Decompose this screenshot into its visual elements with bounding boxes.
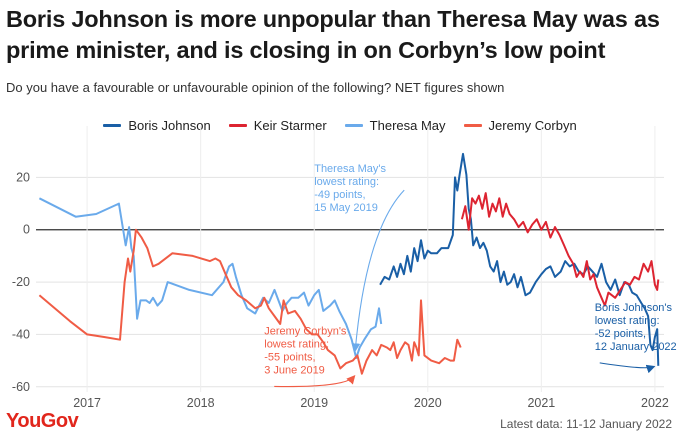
annotation-may-line: lowest rating: — [314, 176, 379, 188]
annotation-boris-line: -52 points, — [595, 328, 646, 340]
y-tick-label: 20 — [16, 170, 30, 184]
annotation-arrow-corbyn — [274, 375, 356, 388]
legend: Boris Johnson Keir Starmer Theresa May J… — [0, 118, 680, 133]
annotation-corbyn-line: -55 points, — [264, 351, 315, 363]
chart-title: Boris Johnson is more unpopular than The… — [6, 6, 660, 63]
series-lines — [38, 152, 660, 375]
annotation-may-line: 15 May 2019 — [314, 202, 378, 214]
legend-label-may: Theresa May — [369, 118, 446, 133]
annotation-boris-line: 12 January 2022 — [595, 341, 677, 353]
annotation-arrow-may — [351, 189, 405, 353]
legend-item-corbyn: Jeremy Corbyn — [463, 118, 577, 133]
series-line-may — [38, 197, 383, 359]
series-line-starmer — [460, 192, 660, 307]
legend-swatch-boris — [103, 124, 122, 127]
annotation-boris-line: Boris Johnson's — [595, 302, 673, 314]
y-tick-label: 0 — [23, 223, 30, 237]
x-tick-label: 2019 — [300, 396, 328, 410]
legend-item-may: Theresa May — [344, 118, 446, 133]
legend-item-starmer: Keir Starmer — [228, 118, 327, 133]
latest-data-note: Latest data: 11-12 January 2022 — [500, 417, 672, 431]
y-tick-label: -40 — [12, 327, 30, 341]
x-tick-label: 2022 — [641, 396, 669, 410]
annotation-corbyn-line: 3 June 2019 — [264, 364, 325, 376]
grid — [36, 126, 664, 392]
annotation-may-line: Theresa May's — [314, 163, 386, 175]
legend-swatch-corbyn — [463, 124, 482, 127]
legend-swatch-starmer — [228, 124, 247, 127]
y-axis: 20 0 -20 -40 -60 — [12, 170, 30, 393]
x-tick-label: 2017 — [73, 396, 101, 410]
yougov-logo: YouGov — [6, 410, 79, 432]
x-tick-label: 2021 — [527, 396, 555, 410]
x-tick-label: 2018 — [187, 396, 215, 410]
annotation-boris-line: lowest rating: — [595, 315, 660, 327]
legend-label-starmer: Keir Starmer — [253, 118, 327, 133]
series-line-corbyn — [38, 228, 462, 375]
x-axis: 2017 2018 2019 2020 2021 2022 — [73, 396, 669, 410]
y-tick-label: -20 — [12, 275, 30, 289]
annotation-may-line: -49 points, — [314, 189, 365, 201]
legend-label-boris: Boris Johnson — [128, 118, 211, 133]
x-tick-label: 2020 — [414, 396, 442, 410]
legend-item-boris: Boris Johnson — [103, 118, 211, 133]
chart-subtitle: Do you have a favourable or unfavourable… — [6, 80, 505, 95]
annotation-corbyn-line: Jeremy Corbyn's — [264, 325, 347, 337]
y-tick-label: -60 — [12, 380, 30, 394]
legend-swatch-may — [344, 124, 363, 127]
legend-label-corbyn: Jeremy Corbyn — [488, 118, 577, 133]
annotation-arrow-boris — [599, 362, 656, 374]
annotation-corbyn-line: lowest rating: — [264, 338, 329, 350]
